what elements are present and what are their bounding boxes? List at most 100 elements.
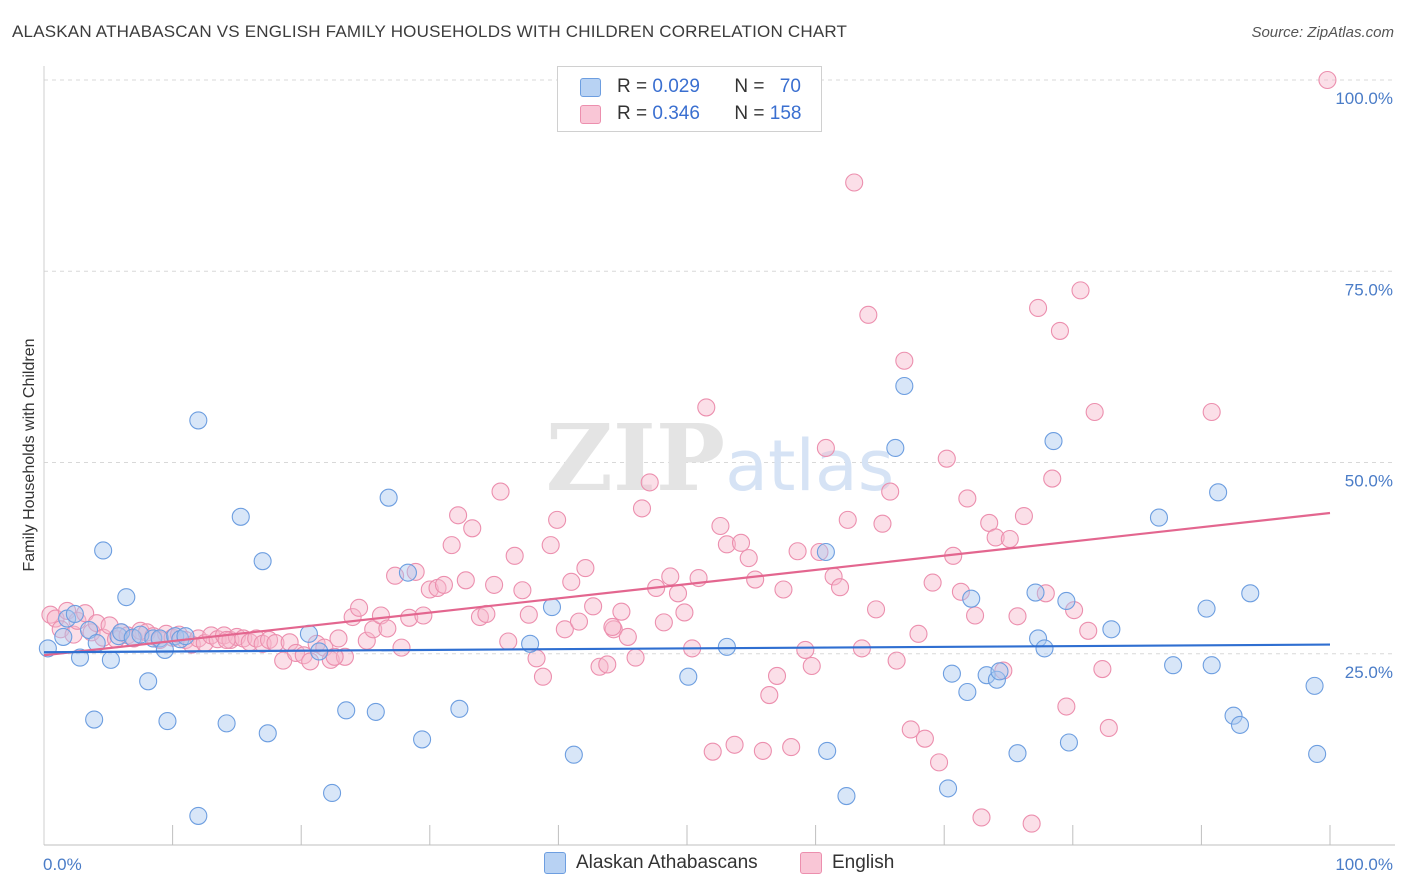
data-point	[1149, 508, 1169, 527]
data-point	[70, 648, 90, 667]
x-tick-label: 100.0%	[1335, 855, 1393, 874]
legend-n-value: 158	[769, 103, 802, 124]
data-point	[859, 305, 878, 324]
legend-r-value: 0.346	[652, 103, 700, 124]
data-point	[350, 598, 369, 617]
trend-lines	[43, 511, 1331, 657]
data-point	[1057, 591, 1076, 611]
data-point	[958, 489, 977, 508]
data-point	[739, 549, 758, 568]
data-point	[1308, 744, 1327, 764]
data-point	[521, 634, 540, 653]
data-point	[1209, 483, 1228, 502]
legend-swatch-blue	[580, 77, 601, 97]
data-point	[301, 652, 320, 671]
data-point	[1085, 402, 1104, 422]
data-point	[450, 699, 469, 718]
data-point	[1102, 620, 1121, 639]
data-point	[189, 411, 208, 430]
data-point	[1035, 639, 1054, 658]
data-point	[576, 559, 595, 578]
legend-r-label: R =	[617, 76, 653, 97]
data-point	[1029, 298, 1048, 318]
data-point	[962, 589, 981, 608]
bottom-legend-label: Alaskan Athabascans	[576, 852, 758, 873]
data-point	[112, 623, 131, 642]
data-point	[939, 779, 958, 798]
data-point	[258, 724, 277, 743]
data-point	[746, 570, 765, 589]
bottom-legend-alaskan: Alaskan Athabascans	[544, 852, 758, 874]
data-point	[1093, 659, 1112, 679]
trend-line-english	[43, 511, 1331, 657]
data-point	[679, 667, 698, 686]
data-point	[895, 351, 914, 370]
series-alaskan-athabascans-points	[38, 376, 1327, 825]
data-point	[491, 482, 510, 501]
data-point	[958, 682, 977, 702]
data-point	[139, 672, 158, 691]
data-point	[548, 510, 567, 529]
data-point	[767, 666, 787, 685]
data-point	[845, 173, 864, 192]
data-point	[990, 662, 1009, 681]
data-point	[1202, 402, 1221, 422]
data-point	[1065, 601, 1084, 620]
data-point	[85, 710, 104, 729]
data-point	[886, 438, 905, 458]
data-point	[640, 473, 659, 492]
data-point	[830, 578, 850, 597]
data-point	[555, 620, 574, 639]
data-point	[519, 605, 538, 624]
data-point	[231, 507, 250, 526]
data-point	[158, 712, 177, 731]
legend-n-value: 70	[779, 76, 801, 97]
source-label: Source: ZipAtlas.com	[1251, 24, 1394, 41]
data-point	[379, 488, 398, 507]
data-point	[485, 575, 504, 594]
data-point	[818, 741, 837, 760]
data-point	[1305, 676, 1324, 695]
data-point	[881, 482, 900, 501]
data-point	[569, 612, 589, 631]
data-point	[533, 667, 553, 686]
data-point	[54, 627, 73, 646]
data-point	[564, 745, 583, 764]
legend-n-label: N =	[734, 76, 770, 97]
data-point	[986, 528, 1005, 547]
data-point	[505, 546, 524, 565]
data-point	[612, 602, 631, 621]
data-point	[541, 536, 560, 555]
data-point	[94, 541, 113, 560]
bottom-legend-english: English	[800, 852, 894, 874]
stats-legend: R = 0.029 N = 70 R = 0.346 N = 158	[557, 66, 822, 132]
data-point	[442, 536, 461, 555]
data-point	[661, 567, 680, 586]
data-point	[76, 604, 95, 623]
data-point	[697, 398, 716, 417]
data-point	[703, 742, 722, 761]
data-point	[717, 535, 736, 554]
y-axis-label: Family Households with Children	[21, 339, 38, 572]
data-point	[1043, 469, 1062, 488]
data-point	[1202, 656, 1221, 675]
watermark-zip: ZIP	[546, 404, 725, 512]
x-tick-label: 0.0%	[43, 855, 82, 874]
data-point	[378, 619, 397, 638]
data-point	[796, 640, 815, 659]
y-tick-label: 75.0%	[1345, 280, 1393, 299]
data-point	[901, 720, 920, 739]
data-point	[816, 542, 835, 562]
data-point	[668, 584, 688, 603]
data-point	[802, 656, 821, 676]
data-point	[101, 650, 120, 669]
data-point	[942, 664, 961, 683]
data-point	[1000, 529, 1019, 549]
data-point	[413, 730, 432, 749]
data-point	[774, 580, 793, 599]
data-point	[323, 783, 342, 803]
data-point	[499, 632, 518, 651]
trend-line-alaskan	[43, 643, 1331, 654]
data-point	[392, 638, 411, 657]
data-point	[1008, 607, 1027, 626]
